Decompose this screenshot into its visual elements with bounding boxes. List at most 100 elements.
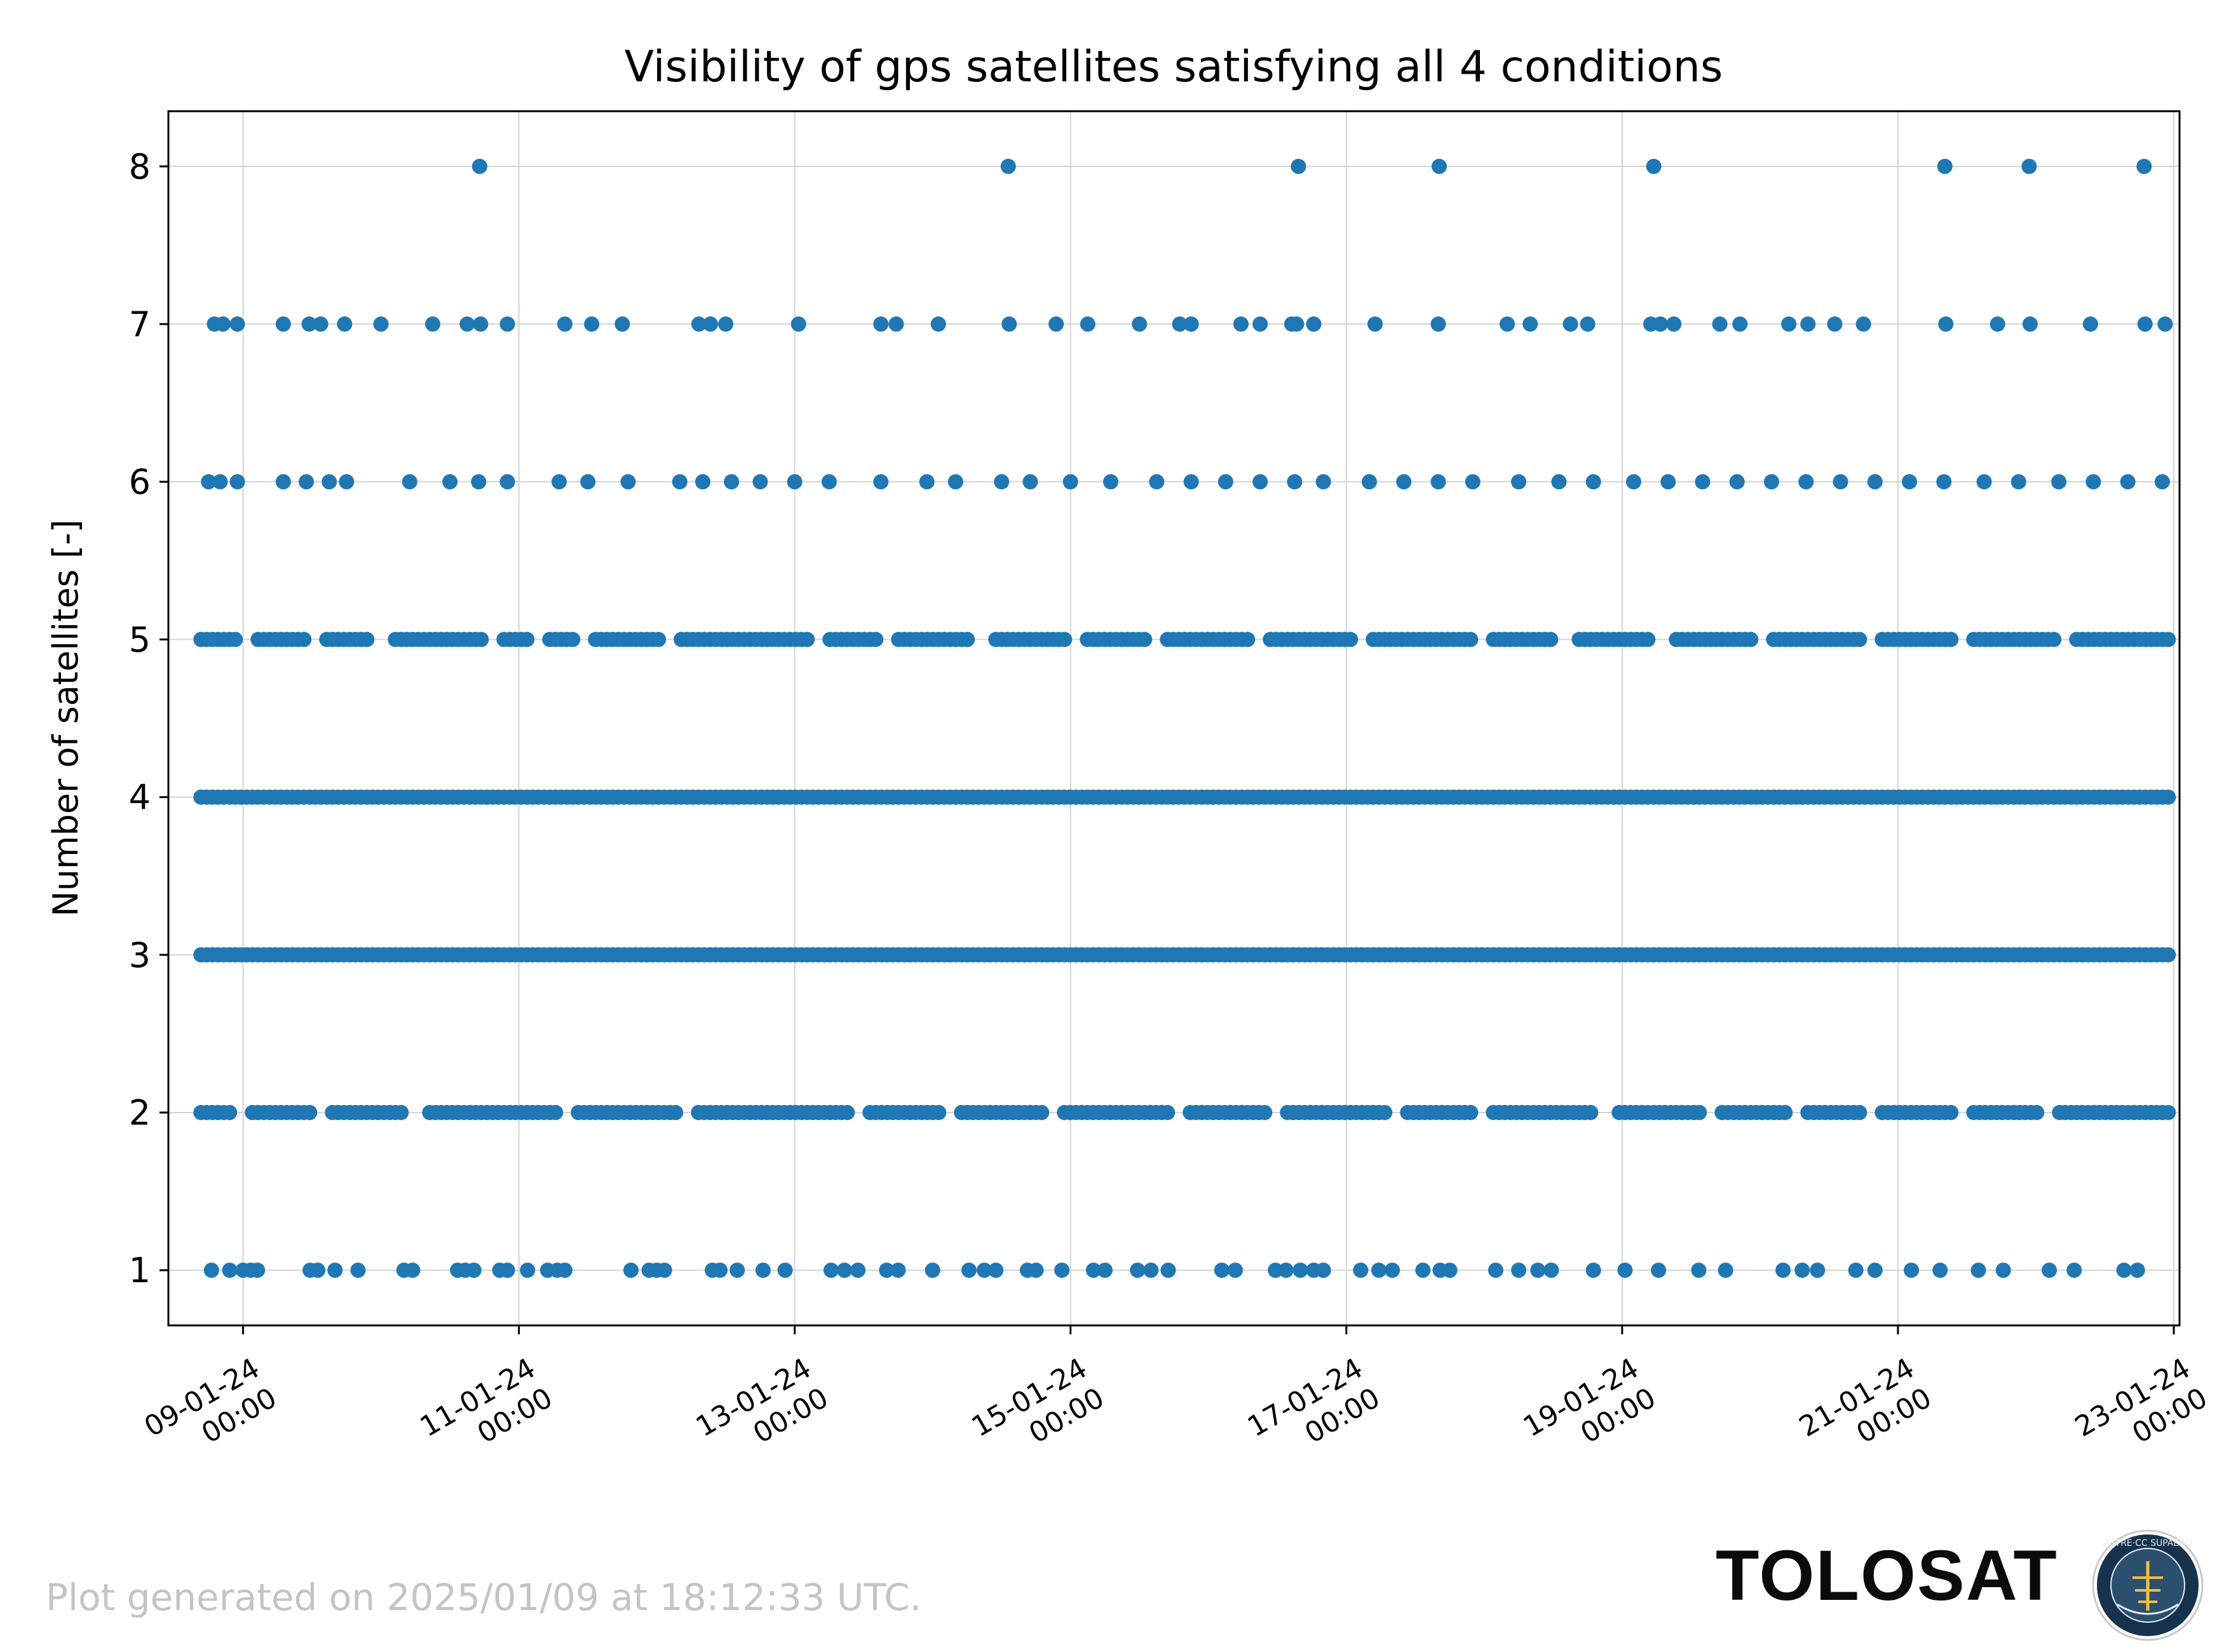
- data-point: [1563, 316, 1578, 332]
- data-point: [919, 474, 935, 490]
- data-point: [1585, 1263, 1601, 1278]
- data-point: [2120, 474, 2136, 490]
- data-point: [614, 316, 630, 332]
- data-point: [1214, 1263, 1230, 1278]
- data-point: [2136, 158, 2152, 174]
- data-point: [350, 1263, 366, 1278]
- data-point: [724, 474, 740, 490]
- data-point: [1292, 1263, 1308, 1278]
- data-point: [1160, 1104, 1176, 1120]
- data-point: [1580, 316, 1596, 332]
- data-point: [1034, 1104, 1050, 1120]
- data-point: [212, 474, 228, 490]
- data-point: [1511, 474, 1527, 490]
- data-point: [777, 1263, 793, 1278]
- data-point: [565, 632, 581, 647]
- data-point: [296, 632, 312, 647]
- data-point: [1827, 316, 1843, 332]
- data-point: [2085, 474, 2101, 490]
- data-point: [471, 158, 487, 174]
- data-point: [1990, 316, 2005, 332]
- data-point: [2160, 947, 2176, 963]
- data-point: [1227, 1263, 1243, 1278]
- data-point: [1937, 158, 1953, 174]
- data-point: [1252, 316, 1268, 332]
- data-point: [1172, 316, 1188, 332]
- data-point: [2046, 632, 2062, 647]
- data-point: [1651, 1263, 1667, 1278]
- data-point: [1217, 474, 1233, 490]
- data-point: [1777, 1104, 1793, 1120]
- data-point: [2154, 474, 2170, 490]
- data-point: [1718, 1263, 1733, 1278]
- data-point: [1691, 1263, 1707, 1278]
- data-point: [925, 1263, 940, 1278]
- data-point: [1287, 474, 1303, 490]
- data-point: [551, 474, 567, 490]
- data-point: [373, 316, 389, 332]
- data-point: [961, 1263, 977, 1278]
- data-point: [473, 632, 489, 647]
- data-point: [1103, 474, 1119, 490]
- data-point: [301, 316, 317, 332]
- data-point: [1653, 316, 1669, 332]
- data-point: [1488, 1263, 1503, 1278]
- data-point: [1430, 474, 1446, 490]
- data-point: [1000, 158, 1016, 174]
- data-point: [359, 632, 375, 647]
- data-point: [1970, 1263, 1986, 1278]
- data-point: [691, 316, 707, 332]
- data-point: [890, 1263, 906, 1278]
- y-tick-label: 3: [129, 935, 151, 975]
- y-axis-ticks: 1 2 3 4 5 6 7 8: [129, 147, 168, 1290]
- data-point: [1585, 474, 1601, 490]
- data-point: [651, 632, 667, 647]
- data-point: [2137, 316, 2153, 332]
- data-point: [310, 1263, 326, 1278]
- data-point: [584, 316, 600, 332]
- data-point: [2021, 158, 2037, 174]
- data-point: [1343, 632, 1359, 647]
- data-point: [1543, 632, 1559, 647]
- y-axis-label: Number of satellites [-]: [46, 519, 86, 916]
- data-point: [1353, 1263, 1369, 1278]
- data-point: [1183, 316, 1199, 332]
- data-point: [1306, 316, 1322, 332]
- data-point: [580, 474, 596, 490]
- data-point: [1867, 1263, 1883, 1278]
- data-point: [1712, 316, 1728, 332]
- data-point: [1798, 474, 1814, 490]
- data-point: [888, 316, 904, 332]
- data-point: [1943, 632, 1959, 647]
- data-point: [879, 1263, 895, 1278]
- data-point: [977, 1263, 993, 1278]
- data-point: [1530, 1263, 1546, 1278]
- data-point: [557, 316, 573, 332]
- data-point: [2160, 1104, 2176, 1120]
- data-point: [520, 1263, 536, 1278]
- data-point: [275, 316, 291, 332]
- data-point: [1938, 316, 1954, 332]
- data-point: [1660, 474, 1676, 490]
- data-point: [1028, 1263, 1044, 1278]
- data-point: [1666, 316, 1682, 332]
- data-point: [471, 474, 487, 490]
- data-point: [1936, 474, 1952, 490]
- data-point: [1315, 1263, 1331, 1278]
- data-point: [1240, 632, 1256, 647]
- data-point: [668, 1104, 684, 1120]
- data-point: [442, 474, 458, 490]
- data-point: [459, 316, 475, 332]
- data-point: [473, 316, 489, 332]
- y-tick-label: 6: [129, 462, 151, 502]
- data-point: [1729, 474, 1745, 490]
- tolosat-logo: ASTRE·CC SUPAERO: [2092, 1529, 2204, 1641]
- data-point: [1048, 316, 1064, 332]
- data-point: [1463, 632, 1479, 647]
- data-point: [1183, 474, 1199, 490]
- data-point: [1848, 1263, 1864, 1278]
